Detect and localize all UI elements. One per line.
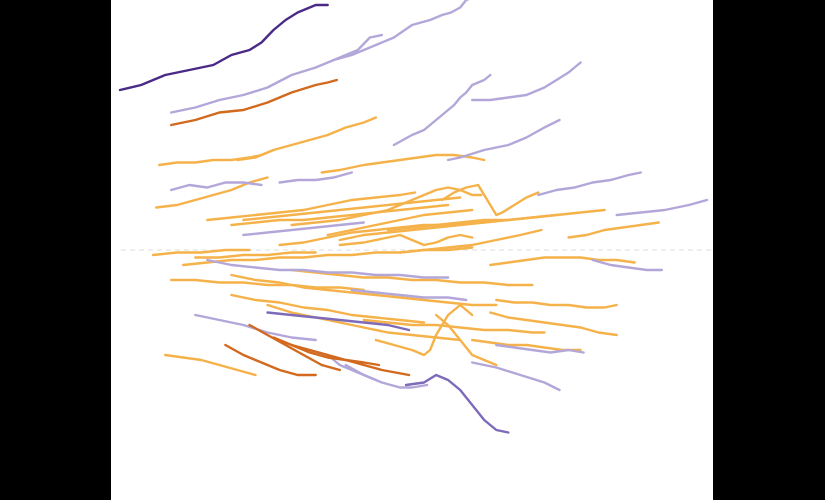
series-line-50	[272, 336, 381, 367]
series-line-33	[169, 278, 365, 292]
series-line-1	[169, 33, 384, 114]
series-line-18	[242, 221, 365, 237]
series-line-22	[326, 208, 474, 237]
series-line-23	[338, 233, 474, 247]
series-line-13	[206, 191, 417, 222]
series-line-47	[163, 353, 257, 377]
series-line-17	[230, 203, 450, 227]
series-line-55	[404, 373, 510, 434]
series-line-35	[350, 288, 468, 302]
series-line-25	[537, 171, 642, 197]
series-line-26	[567, 221, 660, 239]
series-line-28	[151, 248, 251, 257]
series-line-54	[344, 363, 429, 389]
series-line-21	[386, 208, 606, 232]
series-line-44	[489, 311, 618, 337]
series-line-38	[266, 311, 411, 332]
series-line-56	[471, 361, 561, 392]
series-lines	[118, 0, 709, 434]
series-line-48	[224, 343, 317, 377]
series-line-41	[495, 298, 618, 309]
series-line-12	[169, 181, 263, 192]
series-line-43	[591, 258, 663, 272]
series-line-37	[266, 303, 462, 342]
series-line-49	[248, 323, 341, 372]
series-line-46	[495, 343, 585, 354]
series-line-9	[446, 118, 561, 162]
series-line-31	[206, 258, 450, 279]
series-line-5	[471, 61, 582, 102]
series-line-6	[236, 116, 378, 162]
series-line-36	[230, 293, 426, 324]
series-line-42	[489, 256, 636, 267]
series-line-15	[290, 186, 483, 227]
series-line-34	[230, 273, 498, 307]
series-line-7	[157, 148, 275, 167]
series-line-2	[169, 78, 338, 127]
series-line-27	[615, 198, 709, 217]
series-line-51	[290, 343, 411, 377]
series-line-52	[374, 303, 474, 357]
series-line-30	[181, 246, 474, 267]
series-line-19	[278, 218, 498, 247]
series-line-10	[278, 171, 353, 184]
series-line-14	[440, 183, 540, 217]
series-line-40	[362, 318, 546, 334]
series-line-4	[392, 73, 492, 147]
series-line-57	[434, 313, 498, 367]
series-line-32	[290, 268, 534, 287]
series-line-11	[154, 176, 269, 209]
series-line-29	[194, 251, 317, 259]
series-line-16	[242, 196, 462, 222]
series-line-0	[118, 3, 329, 92]
series-line-3	[332, 0, 470, 62]
